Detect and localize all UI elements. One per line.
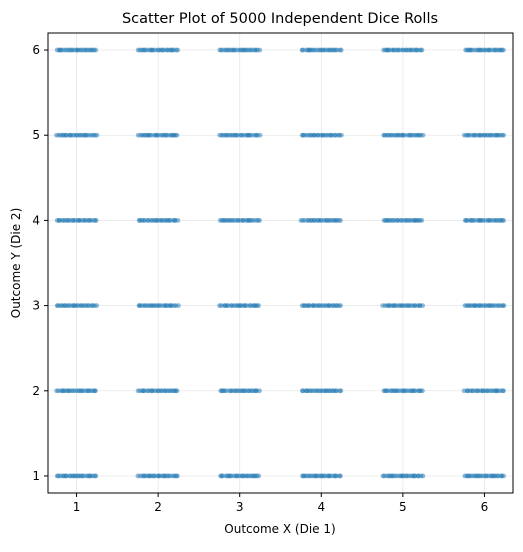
data-point bbox=[338, 473, 343, 479]
data-point bbox=[176, 303, 181, 308]
data-point bbox=[257, 388, 262, 394]
data-point bbox=[420, 388, 425, 394]
data-point bbox=[174, 132, 180, 138]
data-point bbox=[501, 303, 507, 308]
data-point bbox=[257, 47, 263, 53]
data-point bbox=[257, 132, 263, 138]
data-point bbox=[338, 218, 343, 223]
y-ticks: 1 2 3 4 5 6 bbox=[32, 43, 48, 483]
data-point bbox=[338, 303, 343, 308]
x-ticks: 1 2 3 4 5 6 bbox=[73, 493, 489, 514]
data-point bbox=[94, 303, 100, 308]
grid-lines bbox=[48, 33, 513, 493]
data-point bbox=[420, 303, 426, 308]
data-point bbox=[338, 47, 344, 53]
plot-frame bbox=[47, 32, 514, 494]
x-tick-label: 5 bbox=[399, 500, 407, 514]
x-tick-label: 1 bbox=[73, 500, 81, 514]
data-point bbox=[501, 218, 507, 223]
y-tick-label: 2 bbox=[32, 384, 40, 398]
data-point bbox=[419, 218, 425, 223]
data-point bbox=[93, 218, 99, 223]
data-point bbox=[93, 388, 98, 394]
data-point bbox=[402, 132, 408, 138]
x-tick-label: 4 bbox=[317, 500, 325, 514]
data-point bbox=[93, 47, 99, 53]
data-points bbox=[54, 47, 507, 479]
data-point bbox=[501, 473, 507, 479]
data-point bbox=[256, 303, 261, 308]
data-point bbox=[220, 473, 226, 479]
data-point bbox=[175, 218, 181, 223]
data-point bbox=[420, 473, 426, 479]
data-point bbox=[420, 132, 426, 138]
x-tick-label: 6 bbox=[481, 500, 489, 514]
data-point bbox=[175, 473, 180, 479]
chart-title: Scatter Plot of 5000 Independent Dice Ro… bbox=[122, 11, 438, 27]
data-point bbox=[412, 473, 418, 479]
data-point bbox=[501, 47, 506, 53]
data-point bbox=[93, 473, 99, 479]
data-point bbox=[94, 132, 100, 138]
data-point bbox=[338, 388, 344, 394]
y-tick-label: 6 bbox=[32, 43, 40, 57]
data-point bbox=[175, 47, 181, 53]
data-point bbox=[339, 132, 344, 138]
data-point bbox=[501, 388, 506, 394]
y-axis-label: Outcome Y (Die 2) bbox=[9, 208, 23, 319]
y-tick-label: 1 bbox=[32, 469, 40, 483]
x-axis-label: Outcome X (Die 1) bbox=[224, 522, 335, 536]
y-tick-label: 4 bbox=[32, 213, 40, 227]
y-tick-label: 3 bbox=[32, 299, 40, 313]
data-point bbox=[256, 473, 262, 479]
x-tick-label: 2 bbox=[154, 500, 162, 514]
data-point bbox=[334, 388, 340, 394]
y-tick-label: 5 bbox=[32, 128, 40, 142]
data-point bbox=[257, 218, 262, 223]
data-point bbox=[419, 47, 425, 53]
data-point bbox=[174, 388, 180, 394]
data-point bbox=[501, 132, 507, 138]
x-tick-label: 3 bbox=[236, 500, 244, 514]
